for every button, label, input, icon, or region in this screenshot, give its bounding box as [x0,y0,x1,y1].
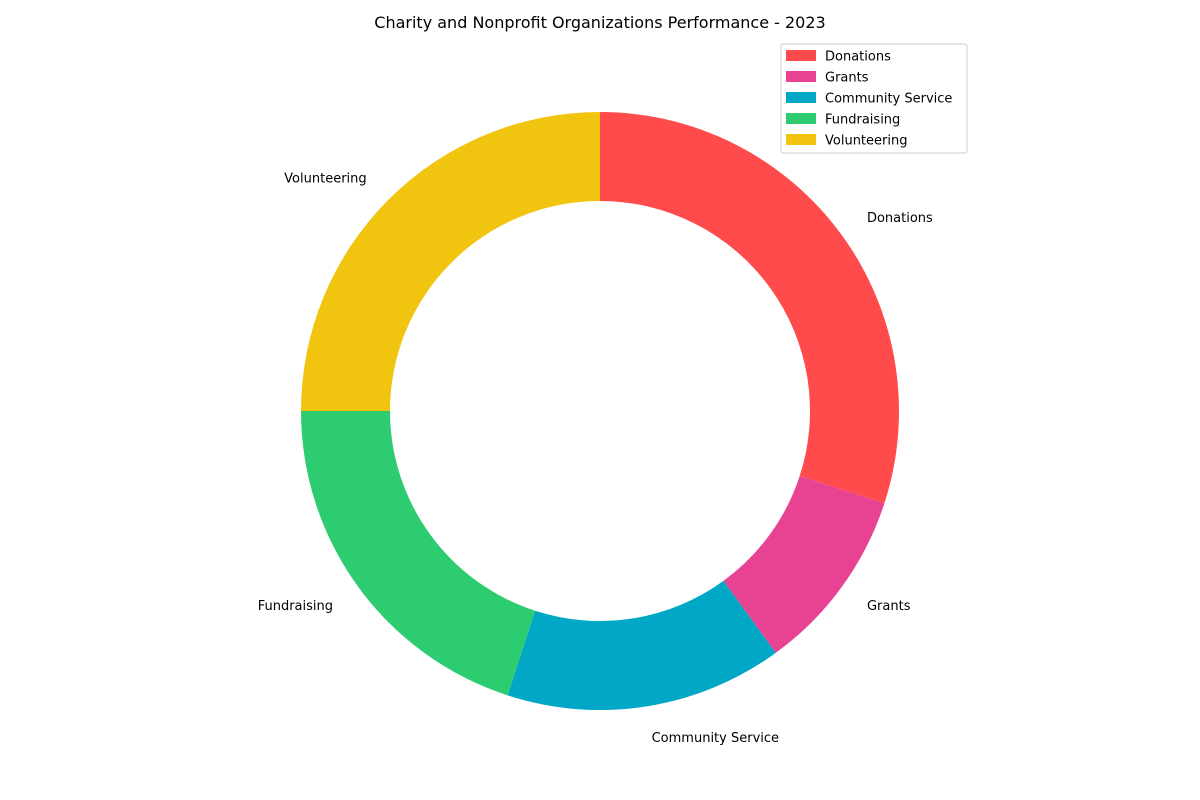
slice-community-service [507,580,776,710]
slice-label-grants: Grants [867,599,911,614]
slice-labels: Donations Grants Community Service Fundrais… [258,172,933,746]
slice-label-volunteering: Volunteering [284,172,366,187]
chart-title: Charity and Nonprofit Organizations Perf… [374,13,825,32]
slice-grants [723,475,885,653]
slice-donations [600,112,899,504]
legend-items: Donations Grants Community Service Fundrais… [786,50,952,149]
legend-label-donations: Donations [825,50,891,65]
legend-swatch-donations [786,50,816,61]
legend-swatch-community-service [786,92,816,103]
slice-label-fundraising: Fundraising [258,599,333,614]
legend-label-volunteering: Volunteering [825,134,907,149]
slice-fundraising [301,411,536,696]
legend-label-grants: Grants [825,71,869,86]
legend-label-fundraising: Fundraising [825,113,900,128]
slice-label-community-service: Community Service [652,731,779,746]
legend-swatch-grants [786,71,816,82]
legend-label-community-service: Community Service [825,92,952,107]
slice-volunteering [301,112,600,411]
donut-slices [301,112,899,710]
legend-frame [780,43,968,154]
legend-swatch-volunteering [786,134,816,145]
legend-swatch-fundraising [786,113,816,124]
slice-label-donations: Donations [867,211,933,226]
legend: Donations Grants Community Service Fundrais… [780,43,968,154]
